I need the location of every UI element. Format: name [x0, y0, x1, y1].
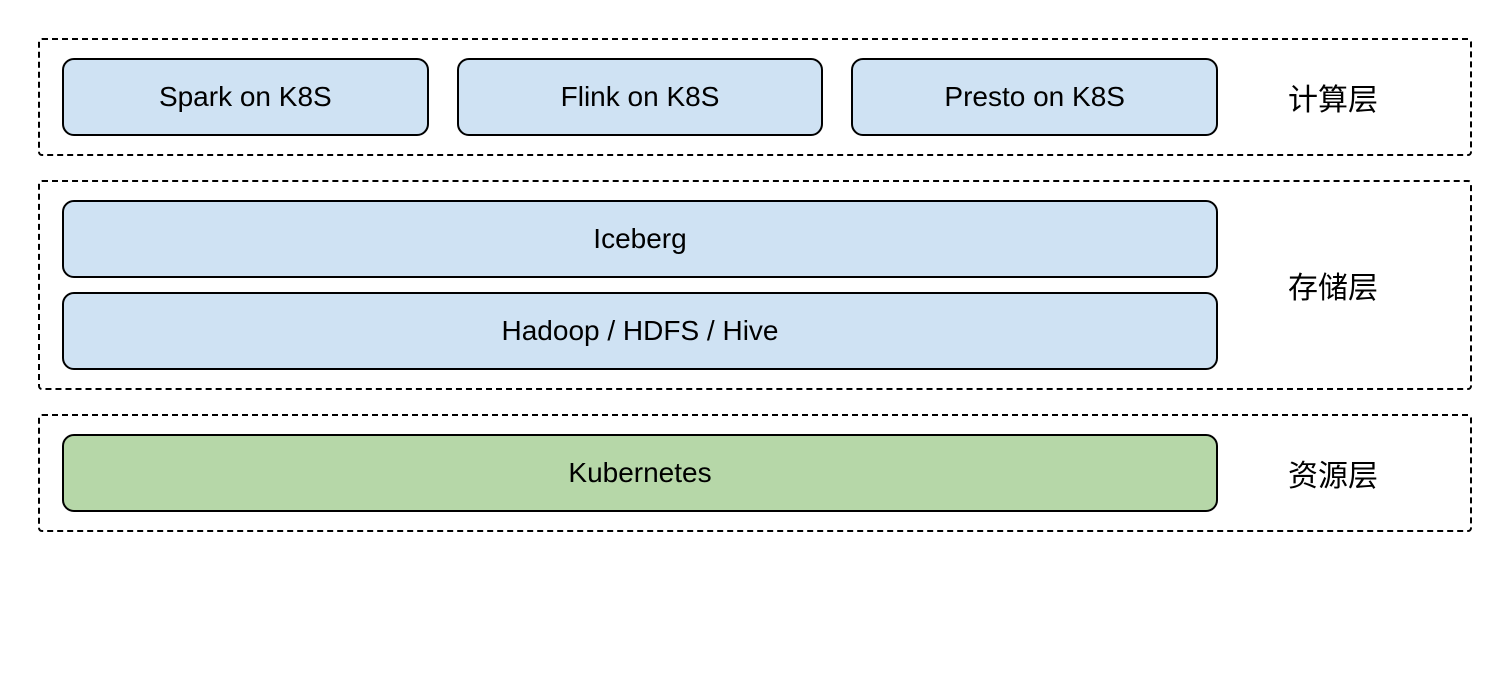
box-iceberg: Iceberg [62, 200, 1218, 278]
box-presto: Presto on K8S [851, 58, 1218, 136]
layer-storage-label: 存储层 [1218, 263, 1448, 307]
layer-compute-label: 计算层 [1218, 75, 1448, 119]
architecture-diagram: Spark on K8S Flink on K8S Presto on K8S … [0, 0, 1510, 678]
layer-compute: Spark on K8S Flink on K8S Presto on K8S … [38, 38, 1472, 156]
layer-compute-content: Spark on K8S Flink on K8S Presto on K8S [62, 58, 1218, 136]
layer-resource-label: 资源层 [1218, 451, 1448, 495]
box-kubernetes: Kubernetes [62, 434, 1218, 512]
box-spark: Spark on K8S [62, 58, 429, 136]
layer-storage: Iceberg Hadoop / HDFS / Hive 存储层 [38, 180, 1472, 390]
layer-storage-content: Iceberg Hadoop / HDFS / Hive [62, 200, 1218, 370]
box-flink: Flink on K8S [457, 58, 824, 136]
layer-resource: Kubernetes 资源层 [38, 414, 1472, 532]
box-hadoop: Hadoop / HDFS / Hive [62, 292, 1218, 370]
layer-resource-content: Kubernetes [62, 434, 1218, 512]
